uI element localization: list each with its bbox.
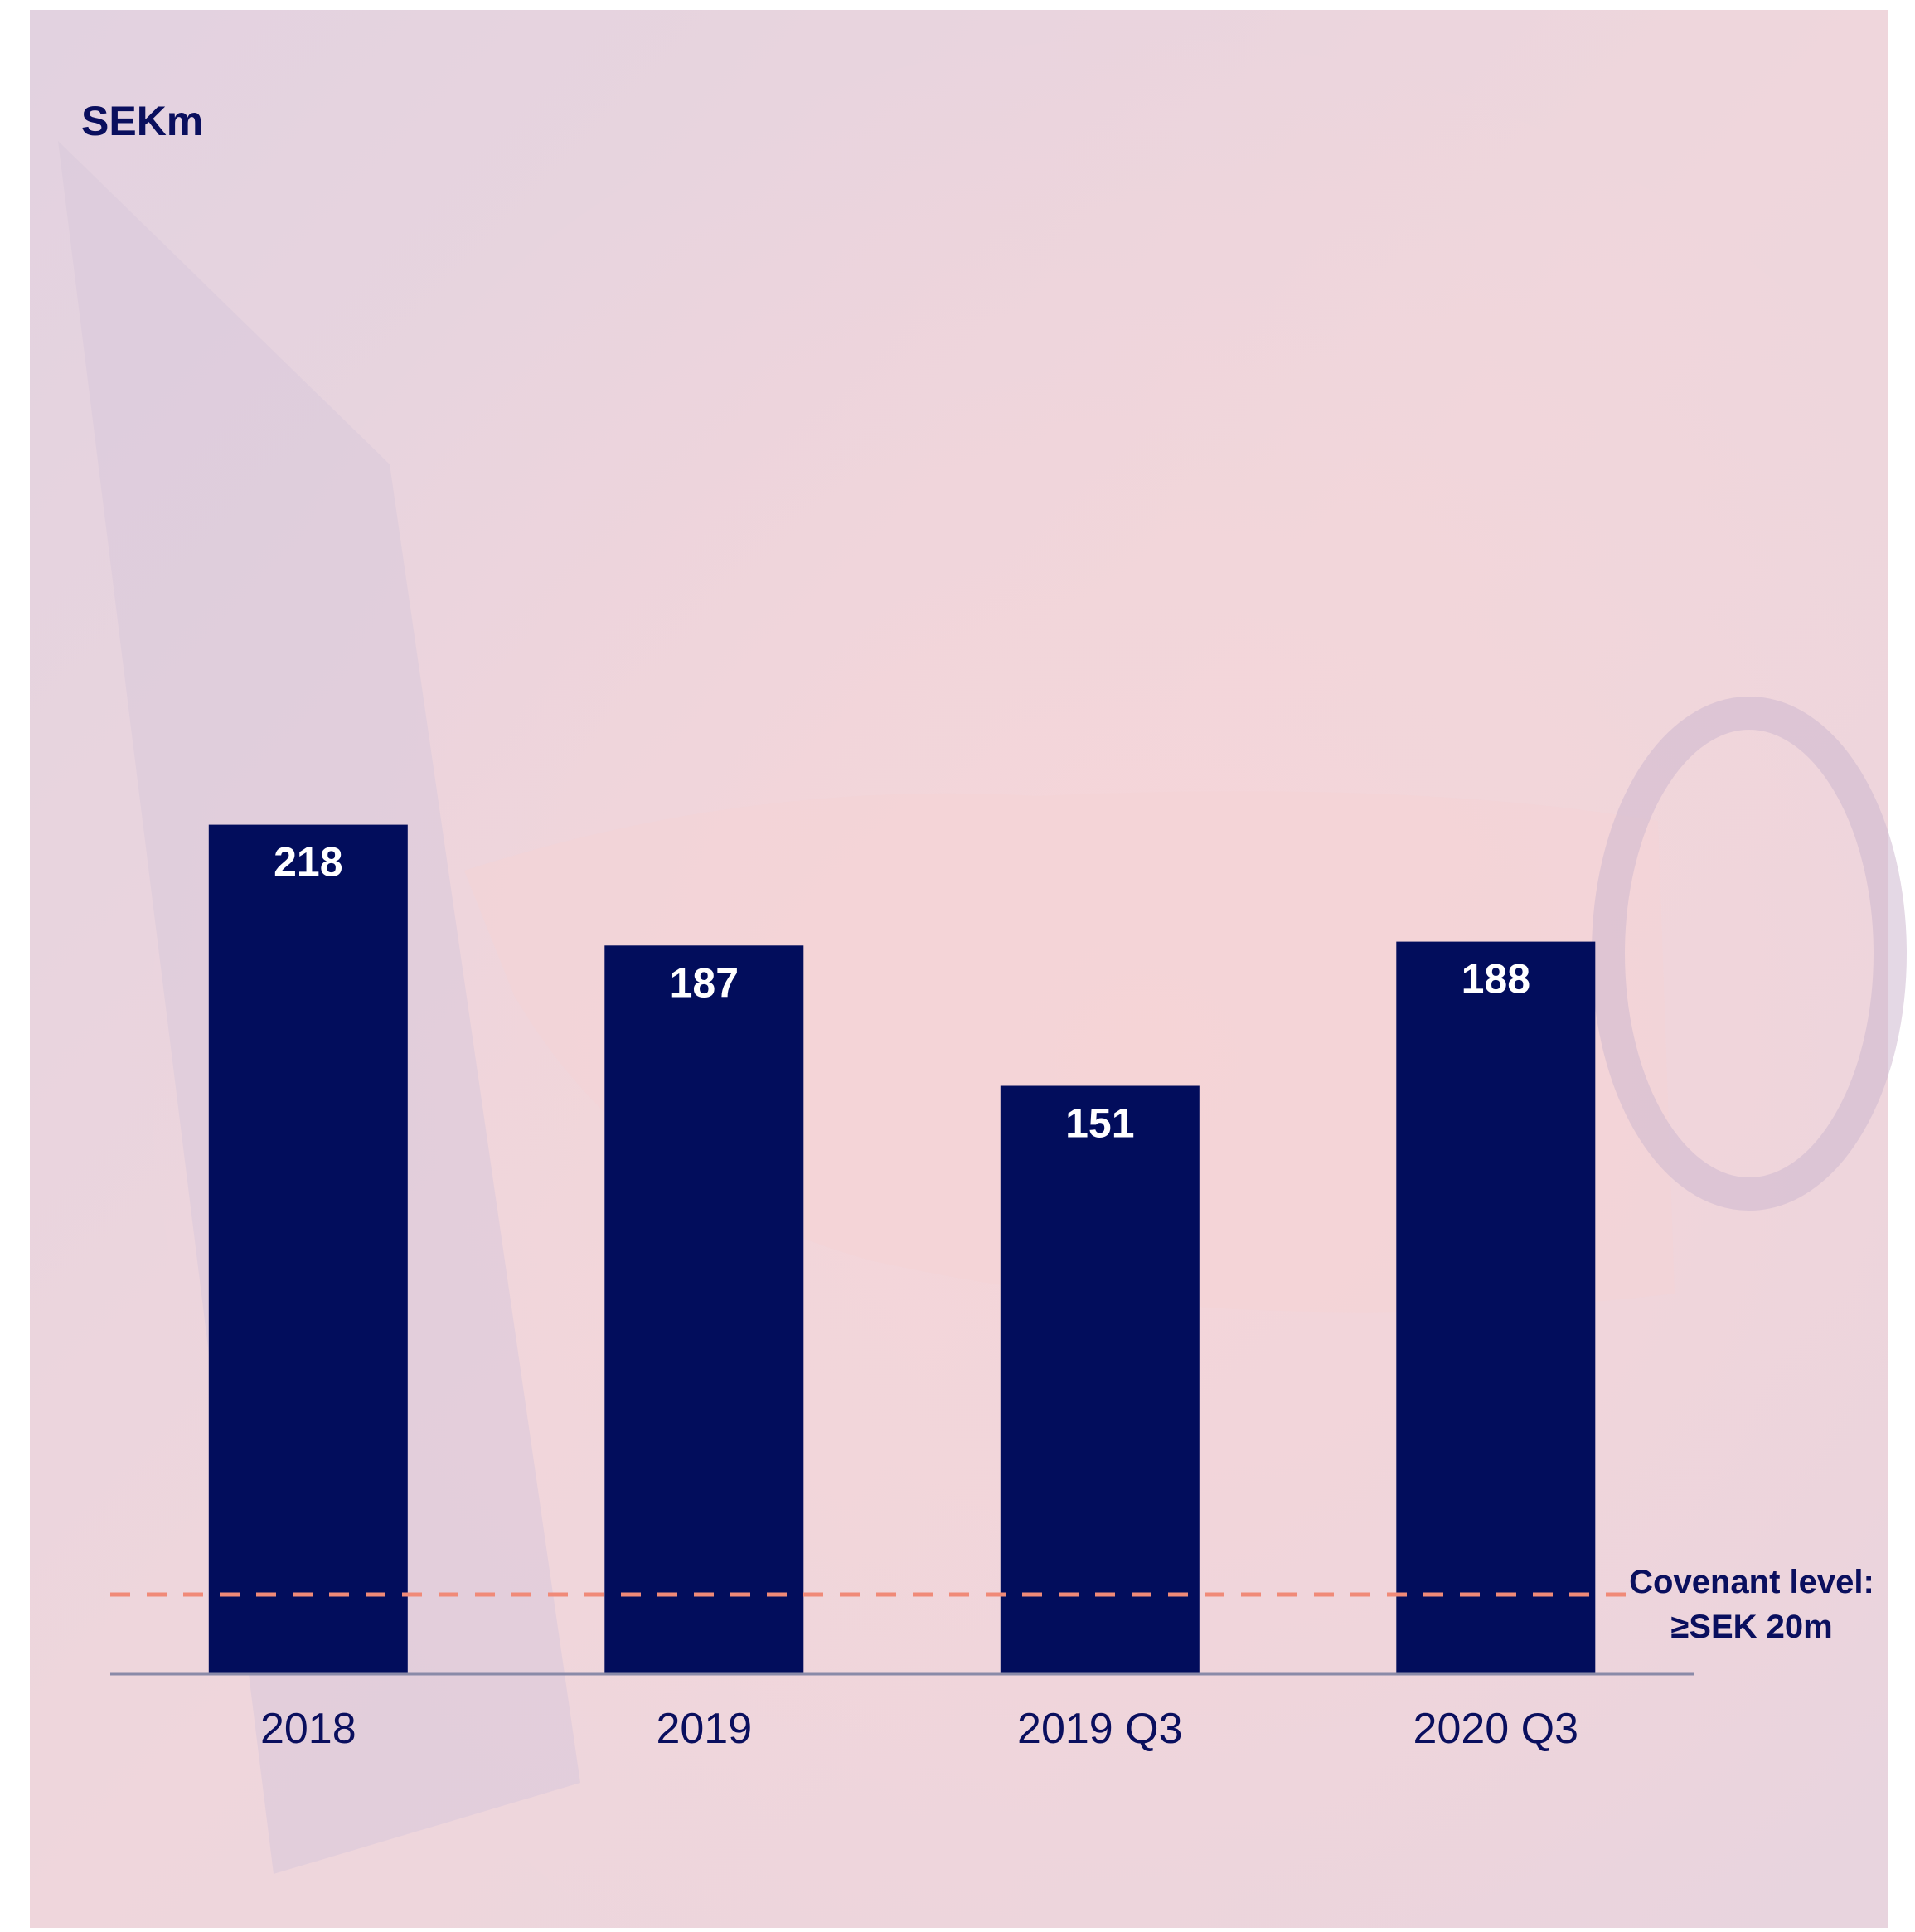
covenant-label-line2: ≥SEK 20m bbox=[1670, 1609, 1832, 1645]
x-axis-labels: 2018 2019 2019 Q3 2020 Q3 bbox=[260, 1705, 1578, 1753]
data-label-1: 187 bbox=[670, 959, 739, 1006]
bar-0 bbox=[208, 824, 408, 1674]
data-label-0: 218 bbox=[274, 839, 342, 886]
bar-1 bbox=[604, 945, 804, 1674]
x-tick-label-3: 2020 Q3 bbox=[1413, 1705, 1579, 1753]
data-label-3: 188 bbox=[1462, 956, 1530, 1002]
bar-3 bbox=[1396, 941, 1596, 1674]
x-tick-label-2: 2019 Q3 bbox=[1017, 1705, 1183, 1753]
data-label-2: 151 bbox=[1065, 1100, 1134, 1147]
unit-label: SEKm bbox=[81, 98, 203, 144]
covenant-label-line1: Covenant level: bbox=[1629, 1564, 1874, 1600]
x-tick-label-0: 2018 bbox=[260, 1705, 356, 1753]
bars-group: 218 187 151 188 bbox=[208, 824, 1596, 1674]
watch-silhouette-decoration bbox=[1592, 697, 1907, 1211]
x-tick-label-1: 2019 bbox=[656, 1705, 752, 1753]
reference-line-group: Covenant level: ≥SEK 20m bbox=[110, 1564, 1874, 1645]
bar-2 bbox=[1000, 1085, 1200, 1674]
